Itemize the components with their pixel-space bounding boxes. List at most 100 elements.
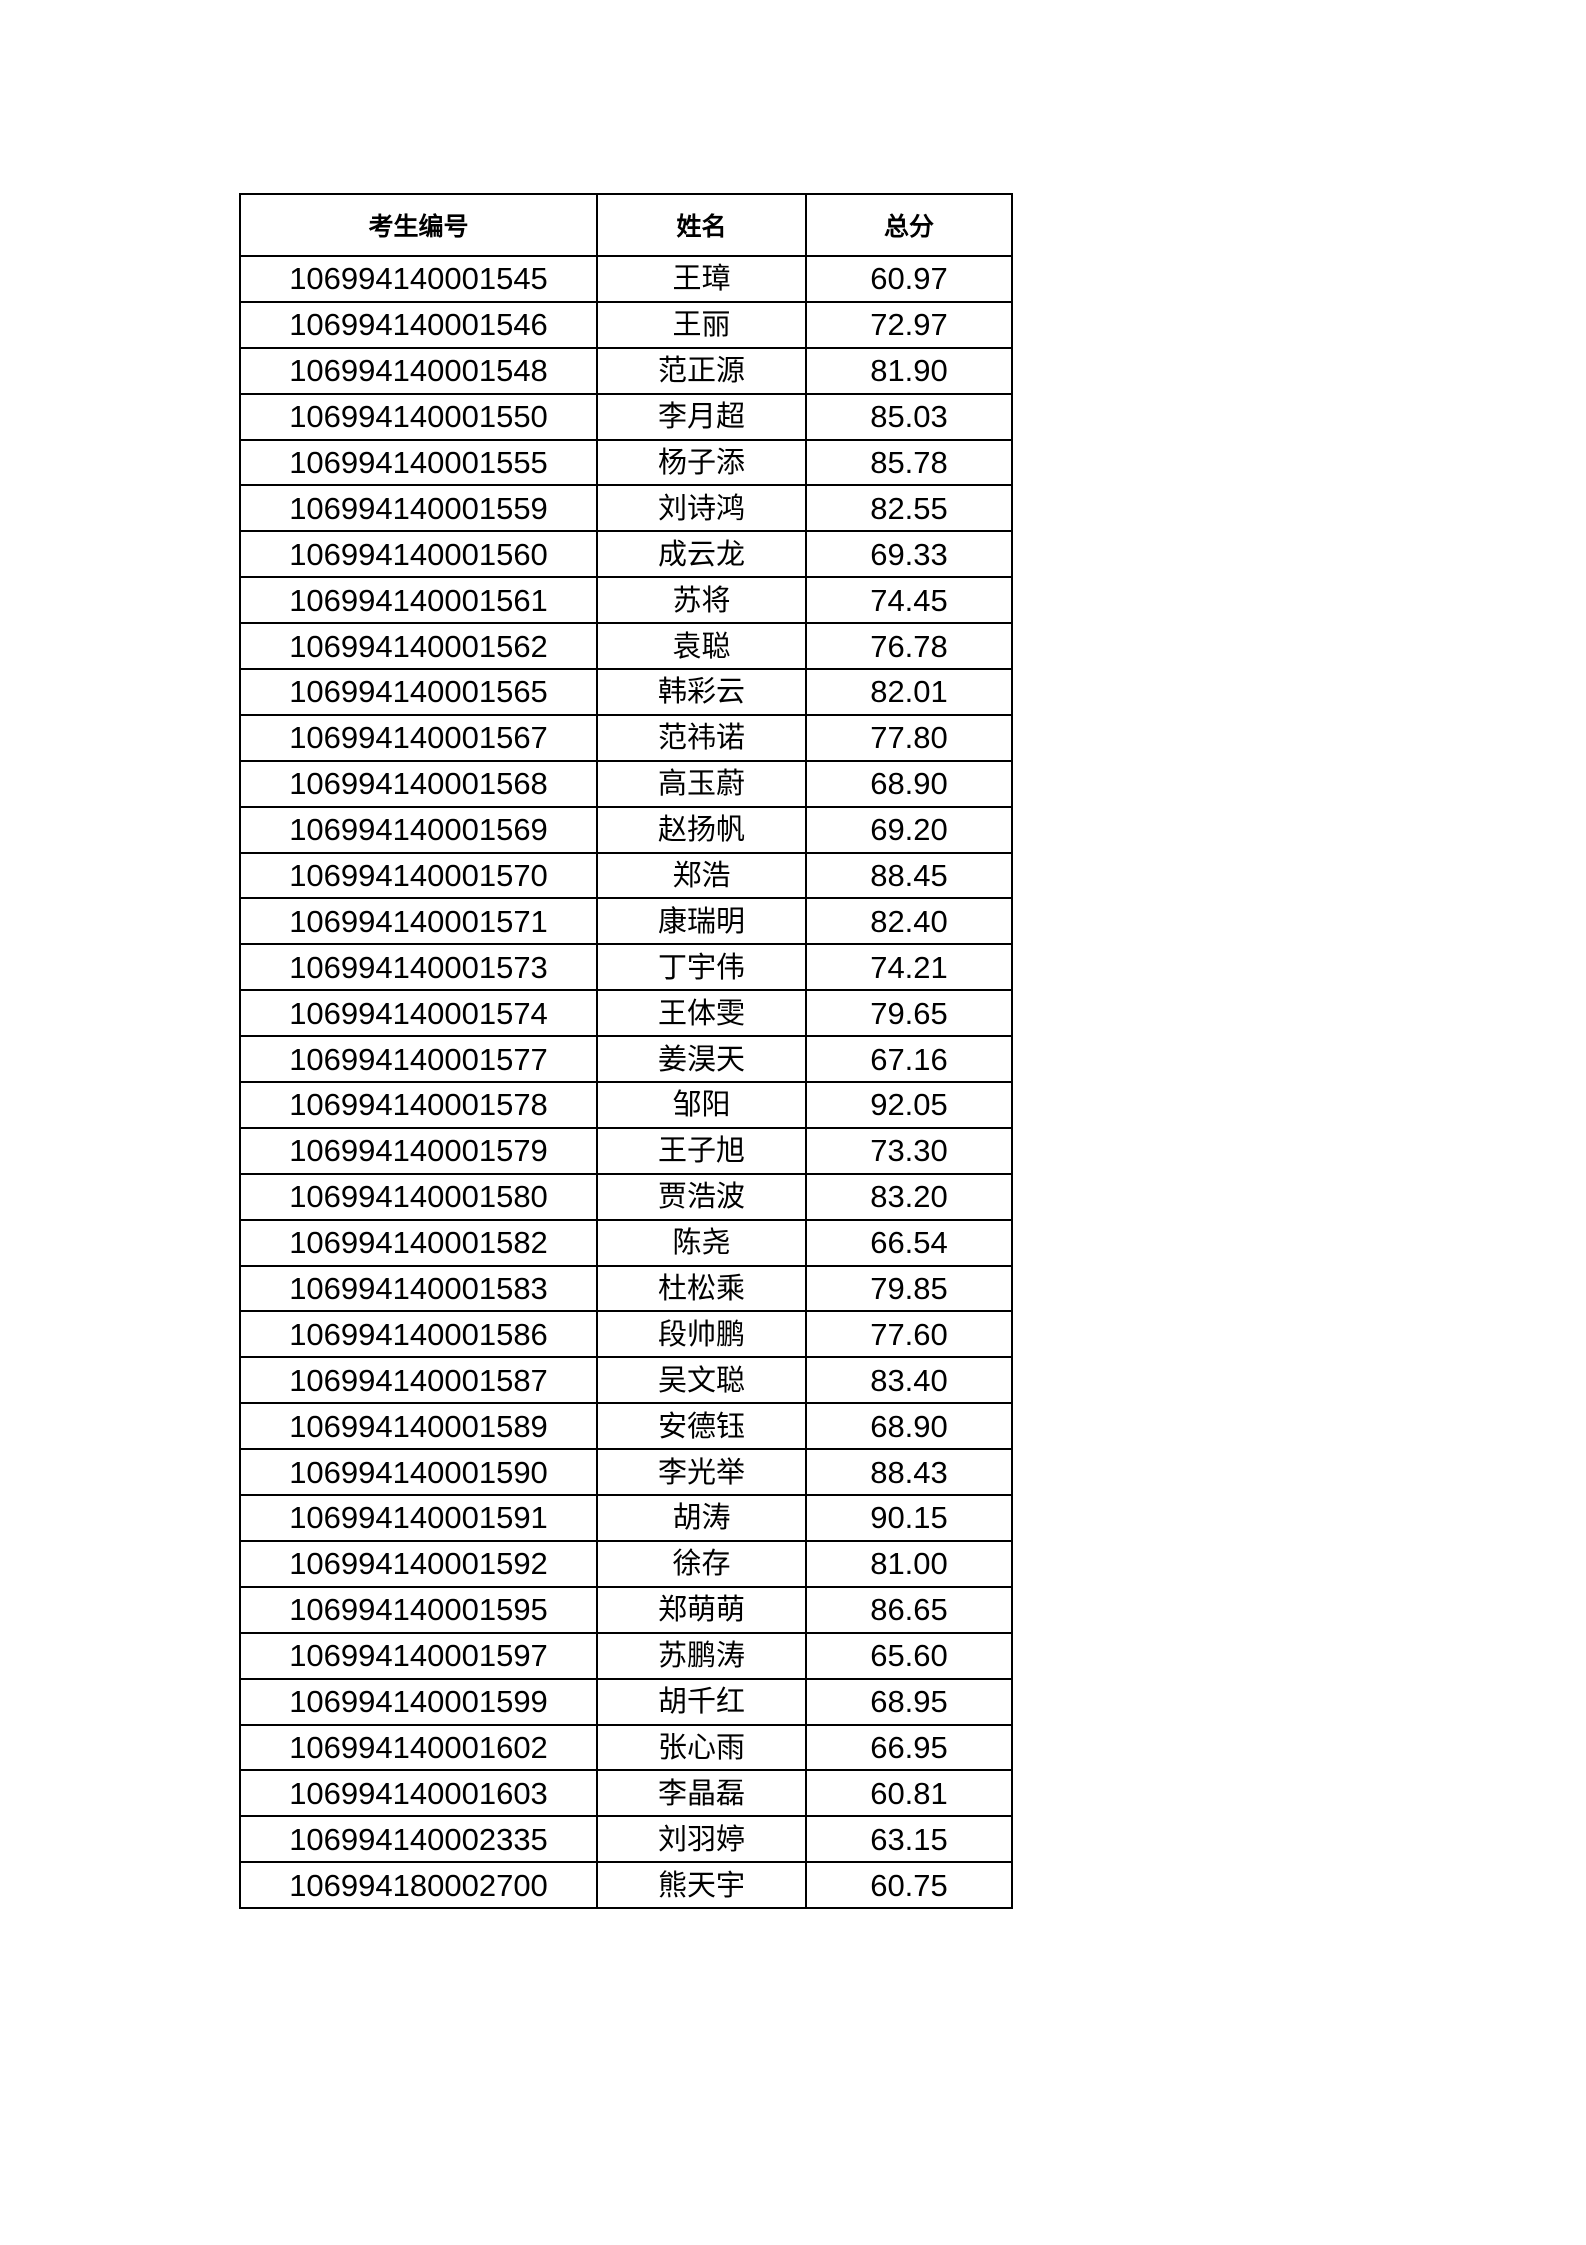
- candidate-id-cell: 106994140001569: [239, 805, 598, 854]
- total-score-cell: 85.78: [805, 438, 1013, 487]
- total-score-cell: 76.78: [805, 622, 1013, 671]
- table-row: 106994140001592 徐存 81.00: [239, 1539, 1013, 1588]
- name-cell: 刘诗鸿: [596, 484, 807, 533]
- candidate-id-cell: 106994140001561: [239, 576, 598, 625]
- total-score-cell: 83.20: [805, 1172, 1013, 1221]
- candidate-id-cell: 106994140001580: [239, 1172, 598, 1221]
- candidate-id-cell: 106994140001597: [239, 1631, 598, 1680]
- name-cell: 康瑞明: [596, 897, 807, 946]
- table-row: 106994140001583 杜松乘 79.85: [239, 1264, 1013, 1313]
- header-candidate-id: 考生编号: [239, 193, 598, 257]
- table-row: 106994140001561 苏将 74.45: [239, 576, 1013, 625]
- candidate-id-cell: 106994140001565: [239, 668, 598, 716]
- name-cell: 王体雯: [596, 989, 807, 1038]
- header-name: 姓名: [596, 193, 807, 257]
- table-row: 106994140001560 成云龙 69.33: [239, 530, 1013, 579]
- name-cell: 郑浩: [596, 851, 807, 900]
- name-cell: 张心雨: [596, 1723, 807, 1772]
- name-cell: 韩彩云: [596, 668, 807, 716]
- table-row: 106994140001595 郑萌萌 86.65: [239, 1585, 1013, 1634]
- name-cell: 熊天宇: [596, 1861, 807, 1910]
- total-score-cell: 77.60: [805, 1310, 1013, 1359]
- table-row: 106994140001603 李晶磊 60.81: [239, 1769, 1013, 1818]
- name-cell: 高玉蔚: [596, 759, 807, 808]
- name-cell: 邹阳: [596, 1081, 807, 1129]
- table-row: 106994140001590 李光举 88.43: [239, 1448, 1013, 1497]
- table-row: 106994140001582 陈尧 66.54: [239, 1218, 1013, 1267]
- candidate-id-cell: 106994140001586: [239, 1310, 598, 1359]
- name-cell: 徐存: [596, 1539, 807, 1588]
- total-score-cell: 82.01: [805, 668, 1013, 716]
- candidate-id-cell: 106994140001573: [239, 943, 598, 992]
- candidate-id-cell: 106994140001591: [239, 1494, 598, 1542]
- table-row: 106994140001586 段帅鹏 77.60: [239, 1310, 1013, 1359]
- total-score-cell: 66.54: [805, 1218, 1013, 1267]
- total-score-cell: 60.81: [805, 1769, 1013, 1818]
- total-score-cell: 60.75: [805, 1861, 1013, 1910]
- header-total-score: 总分: [805, 193, 1013, 257]
- table-row: 106994140001591 胡涛 90.15: [239, 1494, 1013, 1542]
- total-score-cell: 88.45: [805, 851, 1013, 900]
- candidate-id-cell: 106994140001599: [239, 1677, 598, 1726]
- total-score-cell: 90.15: [805, 1494, 1013, 1542]
- name-cell: 王璋: [596, 255, 807, 303]
- table-row: 106994140001571 康瑞明 82.40: [239, 897, 1013, 946]
- total-score-cell: 82.55: [805, 484, 1013, 533]
- total-score-cell: 74.21: [805, 943, 1013, 992]
- name-cell: 段帅鹏: [596, 1310, 807, 1359]
- total-score-cell: 63.15: [805, 1815, 1013, 1864]
- name-cell: 胡千红: [596, 1677, 807, 1726]
- candidate-id-cell: 106994140001559: [239, 484, 598, 533]
- candidate-id-cell: 106994140001583: [239, 1264, 598, 1313]
- candidate-id-cell: 106994140001560: [239, 530, 598, 579]
- name-cell: 陈尧: [596, 1218, 807, 1267]
- candidate-id-cell: 106994140001562: [239, 622, 598, 671]
- total-score-cell: 86.65: [805, 1585, 1013, 1634]
- candidate-id-cell: 106994140001590: [239, 1448, 598, 1497]
- total-score-cell: 81.00: [805, 1539, 1013, 1588]
- name-cell: 李晶磊: [596, 1769, 807, 1818]
- total-score-cell: 65.60: [805, 1631, 1013, 1680]
- name-cell: 杨子添: [596, 438, 807, 487]
- name-cell: 成云龙: [596, 530, 807, 579]
- table-row: 106994140001579 王子旭 73.30: [239, 1126, 1013, 1175]
- name-cell: 郑萌萌: [596, 1585, 807, 1634]
- total-score-cell: 81.90: [805, 346, 1013, 395]
- candidate-id-cell: 106994140001579: [239, 1126, 598, 1175]
- name-cell: 赵扬帆: [596, 805, 807, 854]
- name-cell: 贾浩波: [596, 1172, 807, 1221]
- table-row: 106994140001569 赵扬帆 69.20: [239, 805, 1013, 854]
- table-row: 106994140001587 吴文聪 83.40: [239, 1356, 1013, 1405]
- table-row: 106994140001546 王丽 72.97: [239, 300, 1013, 349]
- table-row: 106994140001568 高玉蔚 68.90: [239, 759, 1013, 808]
- table-row: 106994140001580 贾浩波 83.20: [239, 1172, 1013, 1221]
- table-row: 106994140002335 刘羽婷 63.15: [239, 1815, 1013, 1864]
- candidate-id-cell: 106994140001555: [239, 438, 598, 487]
- name-cell: 苏鹏涛: [596, 1631, 807, 1680]
- name-cell: 袁聪: [596, 622, 807, 671]
- table-row: 106994140001599 胡千红 68.95: [239, 1677, 1013, 1726]
- candidate-id-cell: 106994140001545: [239, 255, 598, 303]
- total-score-cell: 73.30: [805, 1126, 1013, 1175]
- name-cell: 姜淏天: [596, 1035, 807, 1084]
- table-row: 106994140001548 范正源 81.90: [239, 346, 1013, 395]
- table-body: 106994140001545 王璋 60.97 106994140001546 王丽 7…: [239, 255, 1013, 1910]
- total-score-cell: 77.80: [805, 713, 1013, 762]
- candidate-id-cell: 106994180002700: [239, 1861, 598, 1910]
- name-cell: 杜松乘: [596, 1264, 807, 1313]
- table-row: 106994140001570 郑浩 88.45: [239, 851, 1013, 900]
- table-row: 106994140001567 范祎诺 77.80: [239, 713, 1013, 762]
- candidate-id-cell: 106994140001570: [239, 851, 598, 900]
- table-row: 106994140001562 袁聪 76.78: [239, 622, 1013, 671]
- candidate-id-cell: 106994140001603: [239, 1769, 598, 1818]
- candidate-id-cell: 106994140001577: [239, 1035, 598, 1084]
- table-row: 106994180002700 熊天宇 60.75: [239, 1861, 1013, 1910]
- total-score-cell: 68.90: [805, 759, 1013, 808]
- name-cell: 李光举: [596, 1448, 807, 1497]
- name-cell: 苏将: [596, 576, 807, 625]
- candidate-id-cell: 106994140001595: [239, 1585, 598, 1634]
- table-row: 106994140001555 杨子添 85.78: [239, 438, 1013, 487]
- table-row: 106994140001602 张心雨 66.95: [239, 1723, 1013, 1772]
- candidate-id-cell: 106994140001571: [239, 897, 598, 946]
- candidate-id-cell: 106994140001587: [239, 1356, 598, 1405]
